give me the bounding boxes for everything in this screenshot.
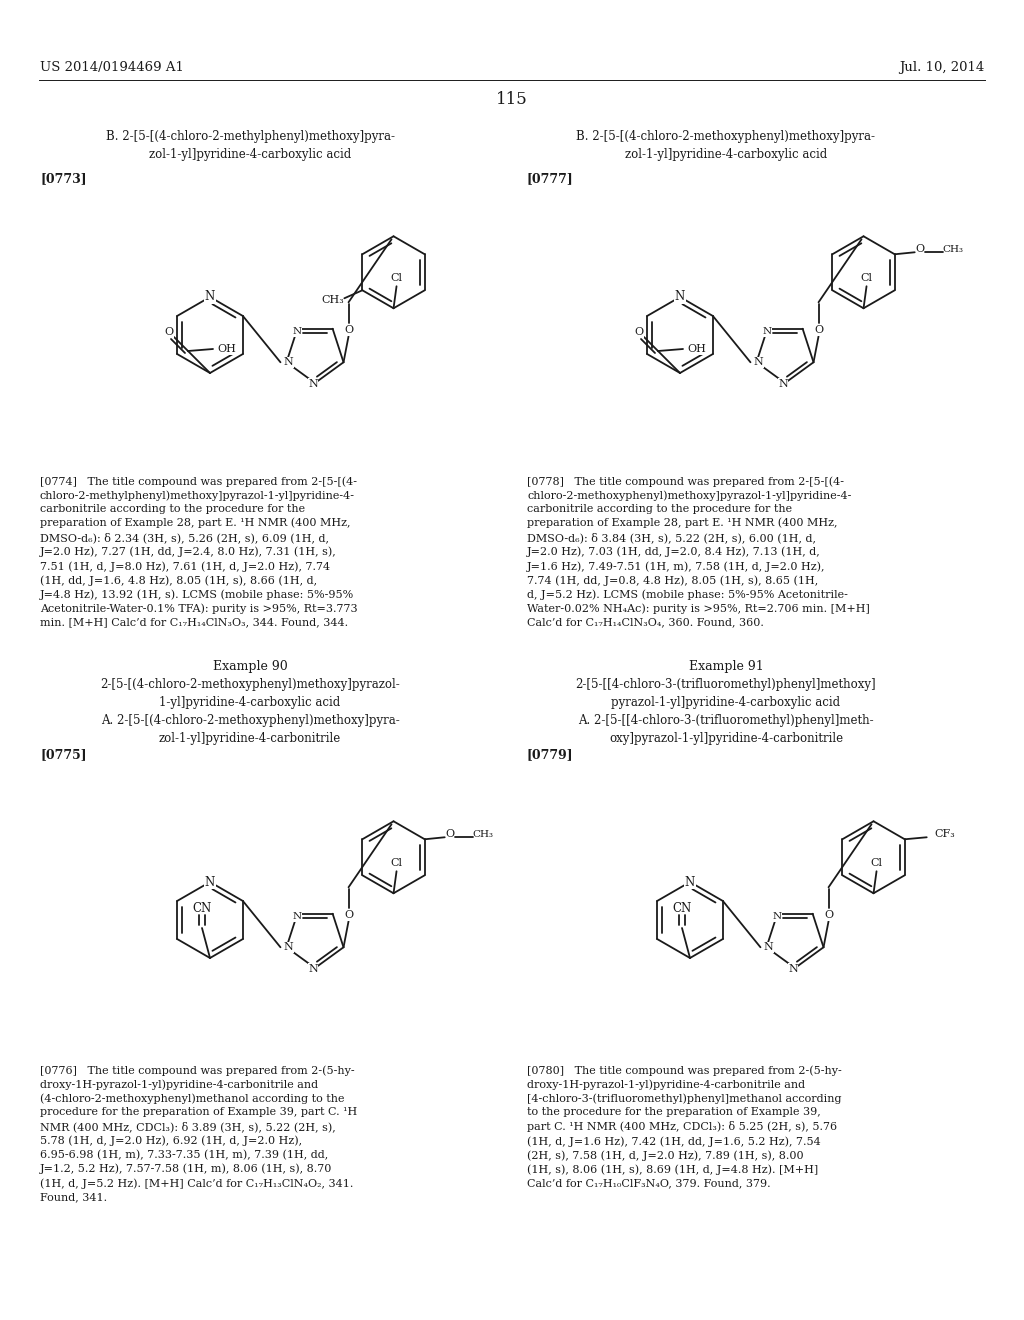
Text: O: O [445,829,455,840]
Text: Cl: Cl [390,273,402,284]
Text: N: N [284,942,293,952]
Text: OH: OH [217,345,237,354]
Text: A. 2-[5-[[4-chloro-3-(trifluoromethyl)phenyl]meth-
oxy]pyrazol-1-yl]pyridine-4-c: A. 2-[5-[[4-chloro-3-(trifluoromethyl)ph… [579,714,873,744]
Text: CH₃: CH₃ [321,296,344,305]
Text: N: N [763,327,772,337]
Text: N: N [308,964,317,974]
Text: N: N [764,942,773,952]
Text: Cl: Cl [870,858,883,869]
Text: OH: OH [687,345,707,354]
Text: N: N [778,379,787,389]
Text: [0776]   The title compound was prepared from 2-(5-hy-
droxy-1H-pyrazol-1-yl)pyr: [0776] The title compound was prepared f… [40,1065,357,1203]
Text: N: N [308,379,317,389]
Text: O: O [814,325,823,335]
Text: [0774]   The title compound was prepared from 2-[5-[(4-
chloro-2-methylphenyl)me: [0774] The title compound was prepared f… [40,477,357,628]
Text: B. 2-[5-[(4-chloro-2-methoxyphenyl)methoxy]pyra-
zol-1-yl]pyridine-4-carboxylic : B. 2-[5-[(4-chloro-2-methoxyphenyl)metho… [577,129,876,161]
Text: O: O [344,911,353,920]
Text: N: N [293,912,302,921]
Text: CN: CN [673,903,691,916]
Text: N: N [788,964,798,974]
Text: CN: CN [193,903,212,916]
Text: CH₃: CH₃ [472,830,494,838]
Text: 115: 115 [496,91,528,108]
Text: CH₃: CH₃ [942,244,964,253]
Text: N: N [205,875,215,888]
Text: N: N [675,290,685,304]
Text: 2-[5-[[4-chloro-3-(trifluoromethyl)phenyl]methoxy]
pyrazol-1-yl]pyridine-4-carbo: 2-[5-[[4-chloro-3-(trifluoromethyl)pheny… [575,678,877,709]
Text: Cl: Cl [390,858,402,869]
Text: [0779]: [0779] [527,748,573,762]
Text: N: N [293,327,302,337]
Text: [0777]: [0777] [527,172,573,185]
Text: N: N [284,358,293,367]
Text: [0775]: [0775] [40,748,87,762]
Text: [0778]   The title compound was prepared from 2-[5-[(4-
chloro-2-methoxyphenyl)m: [0778] The title compound was prepared f… [527,477,869,628]
Text: US 2014/0194469 A1: US 2014/0194469 A1 [40,62,184,74]
Text: O: O [165,327,173,337]
Text: O: O [824,911,834,920]
Text: Example 91: Example 91 [688,660,763,673]
Text: 2-[5-[(4-chloro-2-methoxyphenyl)methoxy]pyrazol-
1-yl]pyridine-4-carboxylic acid: 2-[5-[(4-chloro-2-methoxyphenyl)methoxy]… [100,678,400,709]
Text: [0773]: [0773] [40,172,87,185]
Text: Jul. 10, 2014: Jul. 10, 2014 [899,62,984,74]
Text: A. 2-[5-[(4-chloro-2-methoxyphenyl)methoxy]pyra-
zol-1-yl]pyridine-4-carbonitril: A. 2-[5-[(4-chloro-2-methoxyphenyl)metho… [100,714,399,744]
Text: [0780]   The title compound was prepared from 2-(5-hy-
droxy-1H-pyrazol-1-yl)pyr: [0780] The title compound was prepared f… [527,1065,842,1188]
Text: N: N [773,912,782,921]
Text: CF₃: CF₃ [934,829,955,840]
Text: B. 2-[5-[(4-chloro-2-methylphenyl)methoxy]pyra-
zol-1-yl]pyridine-4-carboxylic a: B. 2-[5-[(4-chloro-2-methylphenyl)methox… [105,129,394,161]
Text: Example 90: Example 90 [213,660,288,673]
Text: O: O [635,327,643,337]
Text: N: N [685,875,695,888]
Text: N: N [205,290,215,304]
Text: O: O [915,244,925,255]
Text: N: N [754,358,763,367]
Text: O: O [344,325,353,335]
Text: Cl: Cl [860,273,872,284]
